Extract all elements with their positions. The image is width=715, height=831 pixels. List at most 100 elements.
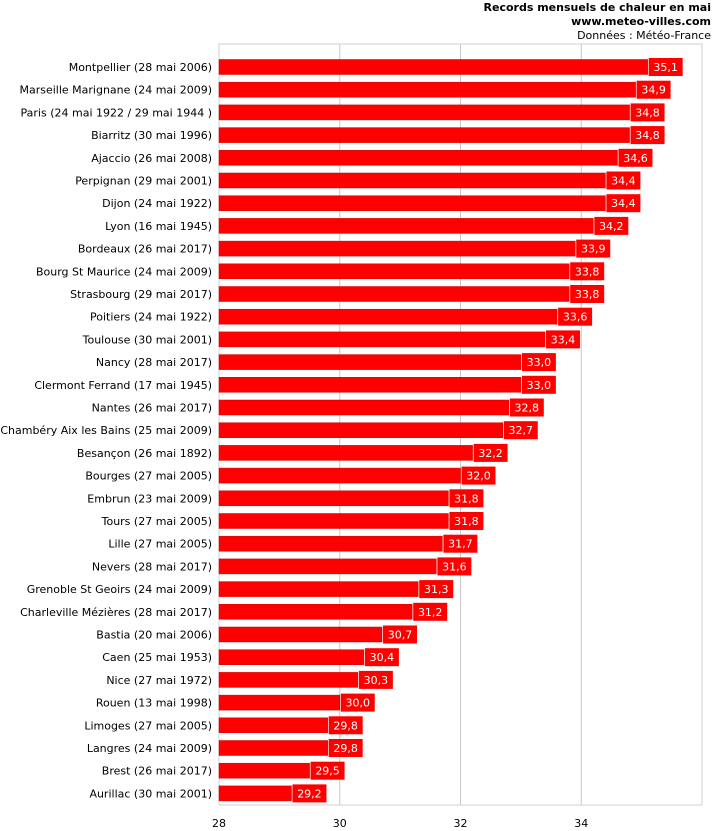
bar	[218, 150, 618, 166]
bar	[218, 513, 449, 529]
x-tick-label: 34	[574, 817, 588, 830]
data-label: 33,0	[527, 356, 552, 369]
data-label-box	[449, 489, 484, 508]
data-label: 31,3	[424, 583, 449, 596]
category-label: Toulouse (30 mai 2001)	[82, 333, 212, 346]
data-label: 30,0	[346, 697, 371, 710]
bars-group: 35,1 34,9 34,8 34,8 34,6 34,4 34,4 34,2 33,9 33,8…	[218, 58, 683, 803]
data-label-box	[419, 580, 454, 599]
data-label: 30,3	[364, 674, 389, 687]
data-label-box	[328, 716, 363, 735]
data-label-box	[546, 330, 581, 349]
category-label: Ajaccio (26 mai 2008)	[91, 152, 212, 165]
category-label: Rouen (13 mai 1998)	[96, 697, 212, 710]
category-label: Nevers (28 mai 2017)	[92, 560, 212, 573]
bar	[218, 59, 648, 75]
category-label: Lille (27 mai 2005)	[108, 538, 212, 551]
data-label-box	[292, 784, 327, 803]
bar	[218, 218, 594, 234]
data-label-box	[383, 625, 418, 644]
bar	[218, 626, 383, 643]
data-label-box	[443, 534, 478, 553]
bar	[218, 308, 558, 325]
category-label: Paris (24 mai 1922 / 29 mai 1944 )	[21, 106, 212, 119]
data-label: 33,9	[581, 243, 606, 256]
data-label: 34,8	[635, 106, 660, 119]
category-label: Bourg St Maurice (24 mai 2009)	[36, 265, 212, 278]
data-label-box	[521, 353, 556, 372]
data-label-box	[413, 602, 448, 621]
bar	[218, 604, 413, 620]
category-label: Lyon (16 mai 1945)	[105, 220, 212, 233]
category-label: Caen (25 mai 1953)	[102, 651, 212, 664]
bar	[218, 740, 328, 756]
bar	[218, 172, 606, 189]
data-label-box	[558, 307, 593, 326]
category-label: Perpignan (29 mai 2001)	[75, 175, 212, 188]
data-label-box	[503, 421, 538, 440]
data-label-box	[364, 648, 399, 667]
bar	[218, 377, 522, 393]
data-label-box	[606, 194, 641, 213]
bar	[218, 104, 630, 121]
category-label: Aurillac (30 mai 2001)	[89, 787, 212, 800]
bar	[218, 558, 437, 575]
data-label: 34,6	[623, 152, 648, 165]
category-label: Strasbourg (29 mai 2017)	[70, 288, 212, 301]
bar	[218, 467, 461, 484]
category-label: Grenoble St Geoirs (24 mai 2009)	[27, 583, 212, 596]
bar	[218, 649, 365, 665]
x-tick-label: 32	[454, 817, 468, 830]
data-label: 35,1	[653, 61, 678, 74]
data-label: 29,8	[333, 719, 358, 732]
data-label: 31,8	[454, 515, 479, 528]
category-label: Nantes (26 mai 2017)	[92, 402, 212, 415]
data-label: 33,0	[527, 379, 552, 392]
bar	[218, 240, 576, 257]
bar	[218, 535, 443, 552]
data-label-box	[437, 557, 472, 576]
category-label: Bourges (27 mai 2005)	[85, 470, 212, 483]
category-label: Montpellier (28 mai 2006)	[69, 61, 212, 74]
bar	[218, 127, 630, 143]
category-label: Bordeaux (26 mai 2017)	[78, 243, 212, 256]
bar	[218, 331, 546, 348]
data-label-box	[328, 739, 363, 757]
data-label: 32,7	[509, 424, 534, 437]
data-label: 32,2	[478, 447, 503, 460]
data-label-box	[618, 148, 653, 167]
data-label-box	[473, 443, 508, 462]
website-label: www.meteo-villes.com	[571, 15, 711, 28]
bar	[218, 445, 473, 461]
data-label: 33,8	[575, 288, 600, 301]
bar	[218, 195, 606, 211]
data-label: 34,8	[635, 129, 660, 142]
data-label-box	[570, 285, 605, 303]
data-label: 29,2	[297, 787, 322, 800]
data-label: 33,4	[551, 333, 576, 346]
category-label: Nancy (28 mai 2017)	[96, 356, 212, 369]
bar	[218, 581, 419, 597]
data-label: 29,5	[315, 765, 340, 778]
data-label: 34,2	[599, 220, 624, 233]
data-label: 31,7	[448, 538, 473, 551]
category-label: Bastia (20 mai 2006)	[96, 629, 212, 642]
data-label: 34,4	[611, 197, 636, 210]
category-label: Besançon (26 mai 1892)	[77, 447, 212, 460]
category-label: Chambéry Aix les Bains (25 mai 2009)	[0, 424, 212, 437]
category-label: Clermont Ferrand (17 mai 1945)	[34, 379, 212, 392]
data-label-box	[449, 512, 484, 530]
x-tick-label: 28	[212, 817, 226, 830]
bar	[218, 694, 340, 711]
data-label-box	[576, 239, 611, 258]
category-label: Langres (24 mai 2009)	[87, 742, 212, 755]
bar	[218, 263, 570, 280]
data-label-box	[636, 80, 671, 99]
bar	[218, 762, 310, 779]
category-label: Biarritz (30 mai 1996)	[91, 129, 212, 142]
bar	[218, 81, 636, 98]
data-label-box	[509, 398, 544, 417]
data-label-box	[358, 670, 393, 689]
data-label-box	[630, 126, 665, 145]
